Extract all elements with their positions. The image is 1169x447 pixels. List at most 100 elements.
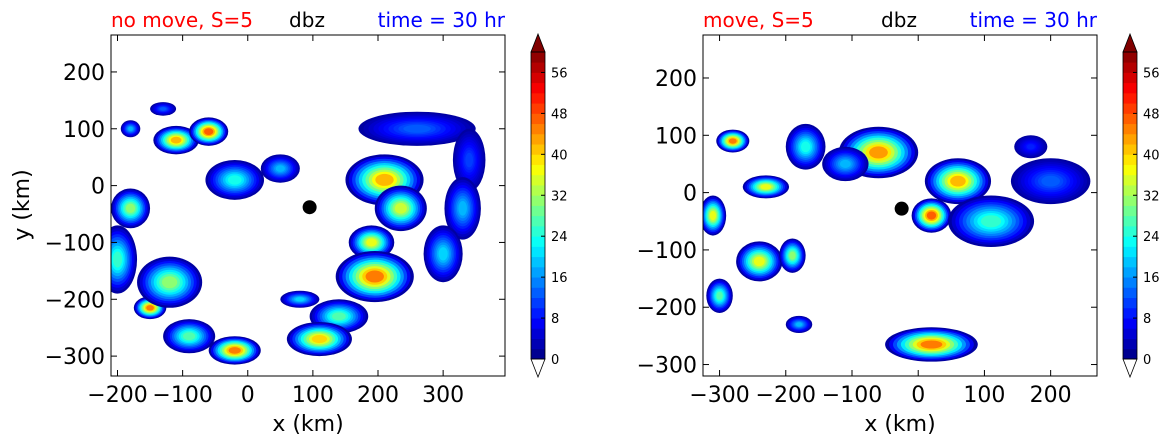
panel-2-contour-level bbox=[795, 322, 803, 327]
panel-1-contour-level bbox=[128, 126, 133, 131]
panel-1-colorbar-tick-label: 40 bbox=[551, 148, 568, 163]
panel-1-x-tick-label: −100 bbox=[152, 383, 212, 408]
panel-2-x-tick-label: 0 bbox=[911, 383, 925, 408]
panel-2: move, S=5 dbz time = 30 hr −300 −200 −100 0… bbox=[637, 8, 1160, 437]
panel-1-contour-level bbox=[112, 251, 123, 268]
panel-2-reflectivity-cell bbox=[716, 129, 750, 153]
panel-2-colorbar-segment bbox=[1123, 133, 1137, 145]
panel-1-colorbar-segment bbox=[531, 277, 545, 288]
panel-2-reflectivity-cell bbox=[948, 195, 1035, 248]
panel-2-reflectivity-cell bbox=[779, 238, 806, 273]
panel-1-y-tick-label: −200 bbox=[45, 288, 105, 313]
panel-2-colorbar-segment bbox=[1123, 62, 1137, 73]
panel-1-reflectivity-cell bbox=[452, 128, 486, 192]
panel-1-x-ticks: −200 −100 0 100 200 300 bbox=[87, 35, 464, 408]
panel-1-reflectivity-cell bbox=[280, 290, 320, 308]
panel-1-colorbar-segment bbox=[531, 82, 545, 94]
panel-1-colorbar-segment bbox=[531, 256, 545, 268]
panel-1-contour-level bbox=[375, 173, 394, 186]
panel-2-plot-area bbox=[702, 34, 1098, 377]
panel-2-reflectivity-cell bbox=[742, 175, 790, 199]
panel-1-colorbar-extend-max bbox=[530, 32, 546, 53]
panel-2-reflectivity-cell bbox=[924, 158, 992, 205]
panel-1-reflectivity-cell bbox=[111, 188, 151, 229]
panel-1-y-ticks: −300 −200 −100 0 100 200 bbox=[45, 61, 505, 370]
panel-1-reflectivity-cell bbox=[189, 117, 229, 146]
panel-1-contour-level bbox=[394, 202, 407, 214]
panel-1-contour-field bbox=[111, 102, 486, 365]
panel-2-colorbar-tick-label: 0 bbox=[1143, 353, 1151, 368]
panel-1-reflectivity-cell bbox=[120, 120, 141, 138]
panel-1-title-right: time = 30 hr bbox=[378, 8, 506, 32]
panel-1-colorbar-frame bbox=[530, 51, 546, 360]
panel-2-colorbar-tick-label: 48 bbox=[1143, 107, 1160, 122]
panel-1-x-axis-label: x (km) bbox=[272, 412, 343, 437]
panel-1-reflectivity-cell bbox=[137, 256, 203, 308]
panel-2-contour-level bbox=[839, 159, 851, 168]
panel-2-reflectivity-cell bbox=[911, 198, 952, 233]
panel-1-reflectivity-cell bbox=[208, 336, 261, 365]
panel-2-storm-center-marker bbox=[894, 201, 909, 216]
panel-2-contour-level bbox=[709, 210, 717, 221]
panel-1-colorbar-segment bbox=[531, 205, 545, 217]
panel-2-y-tick-label: −300 bbox=[637, 354, 697, 379]
panel-1-colorbar-tick-label: 48 bbox=[551, 107, 568, 122]
panel-2-colorbar-segment bbox=[1123, 328, 1137, 339]
panel-2-contour-level bbox=[1026, 144, 1035, 150]
panel-1-reflectivity-cell bbox=[444, 177, 481, 240]
panel-2-colorbar-tick-label: 16 bbox=[1143, 271, 1160, 286]
panel-1-colorbar-segment bbox=[531, 338, 545, 350]
panel-2-colorbar-tick-label: 56 bbox=[1143, 66, 1160, 81]
panel-2-contour-level bbox=[869, 146, 888, 159]
panel-2-colorbar-segment bbox=[1123, 72, 1137, 84]
panel-1-colorbar-segment bbox=[531, 328, 545, 339]
panel-1-colorbar-tick-label: 0 bbox=[551, 353, 559, 368]
panel-1-contour-level bbox=[183, 332, 196, 341]
panel-2-colorbar-segment bbox=[1123, 287, 1137, 298]
panel-2-x-tick-label: −300 bbox=[689, 383, 749, 408]
panel-1-title-left: no move, S=5 bbox=[111, 8, 253, 32]
panel-1-reflectivity-cell bbox=[150, 102, 177, 116]
panel-2-contour-level bbox=[1041, 175, 1060, 187]
panel-2-colorbar-segment bbox=[1123, 307, 1137, 319]
panel-1-colorbar-segment bbox=[531, 225, 545, 237]
panel-1-axes-frame bbox=[110, 34, 506, 377]
panel-1-reflectivity-cell bbox=[286, 322, 352, 357]
panel-1-contour-level bbox=[204, 128, 214, 135]
panel-2-reflectivity-cell bbox=[703, 195, 727, 236]
panel-1-reflectivity-cell bbox=[335, 250, 414, 303]
panel-1-reflectivity-cell bbox=[111, 225, 138, 294]
panel-1-colorbar-segment bbox=[531, 246, 545, 258]
panel-2-contour-level bbox=[980, 215, 1002, 228]
panel-1-reflectivity-cell bbox=[260, 154, 300, 183]
panel-1-contour-level bbox=[403, 124, 431, 133]
panel-2-x-tick-label: −200 bbox=[756, 383, 816, 408]
panel-1-contour-level bbox=[332, 312, 346, 321]
panel-2-contour-level bbox=[920, 340, 943, 349]
panel-2-colorbar-segment bbox=[1123, 154, 1137, 165]
panel-2-colorbar-tick-label: 24 bbox=[1143, 230, 1160, 245]
panel-1-colorbar-segment bbox=[531, 52, 545, 63]
panel-1-contour-level bbox=[161, 276, 178, 289]
panel-1-contour-level bbox=[170, 136, 182, 144]
panel-1-colorbar-segment bbox=[531, 307, 545, 319]
panel-1-contour-level bbox=[275, 165, 285, 172]
panel-2-colorbar-segment bbox=[1123, 266, 1137, 278]
panel-2-colorbar-tick-label: 32 bbox=[1143, 189, 1160, 204]
panel-2-y-tick-label: 100 bbox=[655, 124, 697, 149]
panel-2-title-left: move, S=5 bbox=[703, 8, 814, 32]
panel-2-colorbar-segment bbox=[1123, 338, 1137, 350]
panel-2-y-tick-label: 0 bbox=[683, 182, 697, 207]
panel-2-reflectivity-cell bbox=[1014, 135, 1048, 159]
panel-2-contour-level bbox=[753, 256, 765, 267]
panel-1-contour-level bbox=[227, 175, 242, 185]
panel-1-colorbar-segment bbox=[531, 144, 545, 155]
panel-2-reflectivity-cell bbox=[1010, 158, 1091, 205]
panel-2-colorbar-segment bbox=[1123, 92, 1137, 104]
panel-2-reflectivity-cell bbox=[785, 123, 826, 170]
panel-1-colorbar-segment bbox=[531, 348, 545, 360]
panel-1-colorbar-segment bbox=[531, 174, 545, 186]
panel-2-reflectivity-cell bbox=[706, 278, 733, 313]
panel-1-y-tick-label: −300 bbox=[45, 345, 105, 370]
panel-1-colorbar-segment bbox=[531, 297, 545, 309]
